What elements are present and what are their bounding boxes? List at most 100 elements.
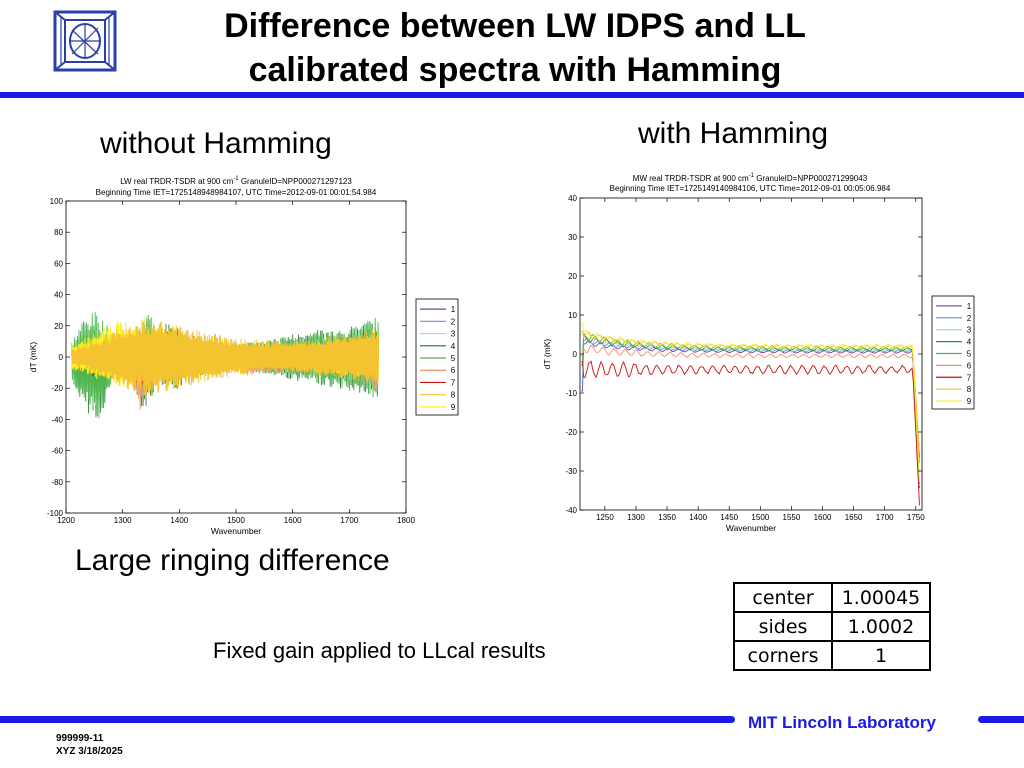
y-tick-label: 20 [54,322,63,331]
x-tick-label: 1800 [397,516,415,525]
x-tick-label: 1650 [845,513,863,522]
legend-label: 1 [967,302,972,311]
slide-title-line2: calibrated spectra with Hamming [248,51,782,89]
legend-label: 5 [967,350,972,359]
label-without-hamming: without Hamming [100,127,332,160]
legend-label: 6 [967,361,972,370]
y-tick-label: 30 [568,233,577,242]
y-tick-label: -60 [51,447,63,456]
y-tick-label: -20 [51,384,63,393]
x-axis-label: Wavenumber [211,526,261,536]
gain-value: 1 [831,640,931,671]
legend-label: 1 [451,305,456,314]
x-tick-label: 1500 [227,516,245,525]
series-8-line [581,330,920,455]
legend-box [415,298,459,416]
legend-label: 7 [967,373,972,382]
legend-label: 5 [451,354,456,363]
title-divider [0,92,1024,98]
legend-label: 2 [967,314,972,323]
series-3-line [581,335,920,486]
series-2-line [581,337,920,459]
x-tick-label: 1550 [783,513,801,522]
legend-label: 8 [451,391,456,400]
series-6-line [581,344,920,464]
y-tick-label: 60 [54,259,63,268]
legend-label: 2 [451,317,456,326]
mit-ll-logo [53,10,117,72]
chart-without-hamming: 1200 1300 1400 1500 1600 1700 1800-100-80-60-4… [28,176,459,536]
series-7-line [581,360,920,506]
gain-position: sides [733,611,833,642]
y-tick-label: 100 [50,197,64,206]
y-tick-label: -10 [565,389,577,398]
plot-area [71,312,380,419]
legend-box [931,295,975,410]
y-tick-label: 20 [568,272,577,281]
x-tick-label: 1700 [876,513,894,522]
y-tick-label: 0 [59,353,64,362]
legend: 1 2 3 4 5 6 7 8 9 [931,295,975,410]
footer: 999999-11 XYZ 3/18/2025 [56,732,123,758]
x-axis-label: Wavenumber [726,523,776,533]
x-tick-label: 1250 [596,513,614,522]
gain-row-center: center 1.00045 [733,582,931,613]
gain-position: center [733,582,833,613]
x-tick-label: 1200 [57,516,75,525]
gain-row-sides: sides 1.0002 [733,611,931,642]
y-tick-label: 40 [568,194,577,203]
x-tick-label: 1300 [627,513,645,522]
chart-title-line2: Beginning Time IET=1725149140984106, UTC… [610,184,891,193]
x-tick-label: 1400 [689,513,707,522]
label-with-hamming: with Hamming [638,117,829,150]
y-axis-label: dT (mK) [542,339,552,370]
x-tick-label: 1450 [720,513,738,522]
y-tick-label: -20 [565,428,577,437]
y-tick-label: 40 [54,291,63,300]
y-axis-label: dT (mK) [28,342,38,373]
legend: 1 2 3 4 5 6 7 8 9 [415,298,459,416]
x-tick-label: 1400 [170,516,188,525]
x-tick-label: 1700 [340,516,358,525]
chart-title-line1: MW real TRDR-TSDR at 900 cm-1 GranuleID=… [633,173,868,183]
plot-area [581,322,920,506]
y-tick-label: 10 [568,311,577,320]
chart-with-hamming: 1250 1300 1350 1400 1450 1500 1550 1600 1650 1700… [542,173,975,533]
legend-label: 9 [967,397,972,406]
y-tick-label: 0 [573,350,578,359]
y-tick-label: 80 [54,228,63,237]
gain-row-corners: corners 1 [733,640,931,671]
legend-label: 6 [451,366,456,375]
legend-label: 3 [451,330,456,339]
footer-divider-left [0,716,735,723]
footer-divider-right [978,716,1024,723]
y-tick-label: -40 [565,506,577,515]
x-tick-label: 1600 [284,516,302,525]
footer-id: 999999-11 [56,733,104,744]
slide-title-line1: Difference between LW IDPS and LL [224,7,806,45]
legend-label: 9 [451,403,456,412]
footer-date: XYZ 3/18/2025 [56,746,123,757]
legend-label: 8 [967,385,972,394]
y-tick-label: -30 [565,467,577,476]
chart-title-line1: LW real TRDR-TSDR at 900 cm-1 GranuleID=… [120,176,352,186]
x-tick-label: 1300 [114,516,132,525]
brand-label: MIT Lincoln Laboratory [748,713,936,732]
series-1-line [581,340,920,488]
chart-title-line2: Beginning Time IET=1725148948984107, UTC… [96,188,377,197]
ringing-note: Large ringing difference [75,544,390,577]
series-9-line [581,322,920,483]
x-tick-label: 1750 [907,513,925,522]
gain-note: Fixed gain applied to LLcal results [213,638,546,663]
gain-value: 1.00045 [831,582,931,613]
gain-position: corners [733,640,833,671]
x-tick-label: 1600 [814,513,832,522]
y-tick-label: -40 [51,415,63,424]
gain-table: center 1.00045 sides 1.0002 corners 1 [733,582,931,671]
legend-label: 4 [967,338,972,347]
y-tick-label: -80 [51,478,63,487]
series-8-line [71,318,380,395]
slide-title: Difference between LW IDPS and LL calibr… [130,4,900,92]
legend-label: 3 [967,326,972,335]
